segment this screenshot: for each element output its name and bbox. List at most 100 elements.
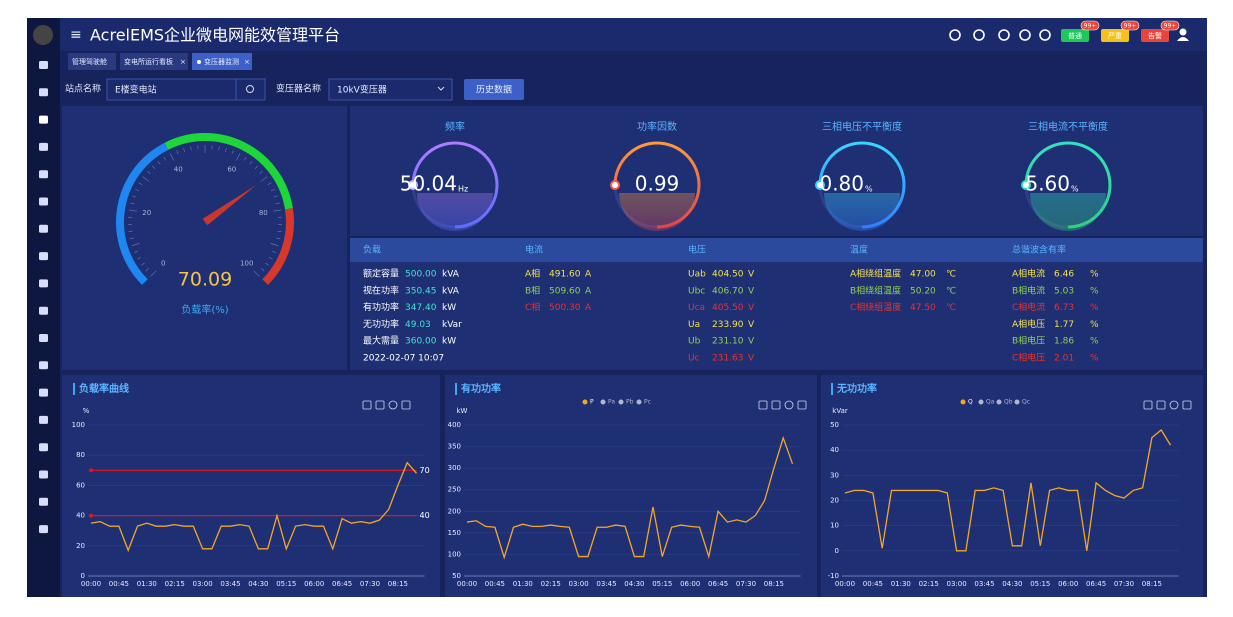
search-icon[interactable] (246, 85, 254, 93)
toolbar-icon[interactable] (949, 29, 961, 41)
toolbox-icon[interactable] (388, 400, 398, 410)
toolbox-icon[interactable] (401, 400, 411, 410)
legend-label[interactable]: Pa (608, 399, 615, 406)
sidebar-icon[interactable] (39, 197, 48, 206)
sidebar-icon[interactable] (39, 388, 48, 397)
cell-unit: % (1090, 286, 1099, 296)
y-tick-label: 40 (830, 446, 839, 454)
sidebar-icon[interactable] (39, 170, 48, 179)
sidebar-icon[interactable] (39, 443, 48, 452)
legend-label[interactable]: Qc (1022, 399, 1030, 406)
toolbox-icon[interactable] (1143, 400, 1153, 410)
tab[interactable] (120, 53, 188, 70)
toolbox-icon[interactable] (1156, 400, 1166, 410)
cell-unit: V (748, 270, 755, 280)
sidebar-icon[interactable] (39, 252, 48, 261)
menu-icon[interactable]: ≡ (70, 27, 82, 43)
station-select[interactable] (106, 78, 266, 101)
toolbox-icon[interactable] (362, 400, 372, 410)
user-icon[interactable] (1179, 28, 1187, 36)
sidebar-icon[interactable] (39, 142, 48, 151)
gauge-minor-tick (176, 150, 179, 155)
indicator-value: 0.99 (635, 172, 680, 196)
sidebar-icon[interactable] (39, 224, 48, 233)
sidebar-icon[interactable] (39, 61, 48, 69)
station-value: E楼变电站 (115, 84, 157, 96)
y-tick-label: 0 (81, 572, 85, 580)
tab-dot (197, 60, 201, 64)
x-tick-label: 06:45 (332, 580, 352, 588)
tab-close[interactable]: × (244, 58, 250, 66)
x-tick-label: 04:30 (1002, 580, 1022, 588)
legend-label[interactable]: P (590, 399, 594, 406)
toolbar-icon[interactable] (1039, 29, 1051, 41)
sidebar-icon[interactable] (39, 361, 48, 370)
sidebar-icon[interactable] (39, 306, 48, 315)
sidebar-icon[interactable] (39, 525, 48, 534)
tab-close[interactable]: × (180, 58, 186, 66)
y-tick-label: 20 (76, 542, 85, 550)
legend-label[interactable]: Q (968, 399, 973, 406)
toolbox-icon[interactable] (771, 400, 781, 410)
badge-label: 告警 (1148, 31, 1162, 40)
toolbox-icon[interactable] (1182, 400, 1192, 410)
cell-value: 491.60 (549, 270, 581, 280)
legend-marker (960, 399, 966, 405)
cell-label: A相绕组温度 (850, 268, 901, 280)
badge[interactable] (1101, 29, 1129, 42)
cell-label: C相电流 (1012, 301, 1045, 313)
badge[interactable] (1061, 29, 1089, 42)
sidebar-icon[interactable] (39, 334, 48, 342)
toolbox-icon[interactable] (375, 400, 385, 410)
gauge-tick-label: 80 (259, 209, 268, 217)
indicator-dot (610, 180, 620, 190)
sidebar-icon[interactable] (39, 88, 48, 97)
dropdown-arrow (437, 86, 445, 91)
sidebar-icon[interactable] (39, 415, 48, 424)
gauge-minor-tick (261, 268, 265, 272)
table-header-cell: 负载 (363, 244, 381, 256)
toolbar-icon[interactable] (1019, 29, 1031, 41)
toolbar-icon[interactable] (973, 29, 985, 41)
transformer-select[interactable] (328, 78, 453, 101)
gauge-minor-tick (132, 195, 137, 198)
toolbox-icon[interactable] (784, 400, 794, 410)
tab[interactable] (68, 53, 116, 70)
toolbar-icon[interactable] (998, 29, 1010, 41)
cell-label: A相电流 (1012, 268, 1045, 280)
gauge-minor-tick (145, 268, 149, 272)
legend-label[interactable]: Pb (626, 399, 634, 406)
toolbox-icon[interactable] (1169, 400, 1179, 410)
toolbox-icon[interactable] (758, 400, 768, 410)
sidebar-icon[interactable] (39, 115, 48, 124)
indicator-value: 50.04 (400, 172, 457, 196)
badge-count: 99+ (1164, 23, 1177, 30)
badge[interactable] (1141, 29, 1169, 42)
gauge-tick-label: 20 (142, 209, 151, 217)
sidebar-icon[interactable] (39, 497, 48, 506)
gauge-minor-tick (273, 195, 278, 198)
toolbox-icon[interactable] (797, 400, 807, 410)
cell-value: 6.46 (1054, 270, 1074, 280)
y-tick-label: 30 (830, 471, 839, 479)
cell-unit: kVar (442, 320, 462, 330)
legend-label[interactable]: Qb (1004, 399, 1013, 406)
y-tick-label: 10 (830, 522, 839, 530)
history-button[interactable] (464, 79, 524, 100)
gauge-minor-tick (231, 150, 234, 155)
legend-label[interactable]: Pc (644, 399, 651, 406)
cell-unit: V (748, 337, 755, 347)
x-tick-label: 07:30 (736, 580, 756, 588)
gauge-band (116, 142, 169, 285)
cell-label: 2022-02-07 10:07 (363, 354, 444, 364)
sidebar-icon[interactable] (39, 279, 48, 288)
indicator-glow (417, 193, 493, 231)
avatar[interactable] (33, 25, 53, 45)
gauge-minor-tick (147, 170, 151, 174)
x-tick-label: 00:45 (863, 580, 883, 588)
legend-label[interactable]: Qa (986, 399, 995, 406)
sidebar-icon[interactable] (39, 470, 48, 479)
tab[interactable] (192, 53, 252, 70)
cell-value: 500.00 (405, 270, 437, 280)
user-icon (1177, 37, 1189, 41)
